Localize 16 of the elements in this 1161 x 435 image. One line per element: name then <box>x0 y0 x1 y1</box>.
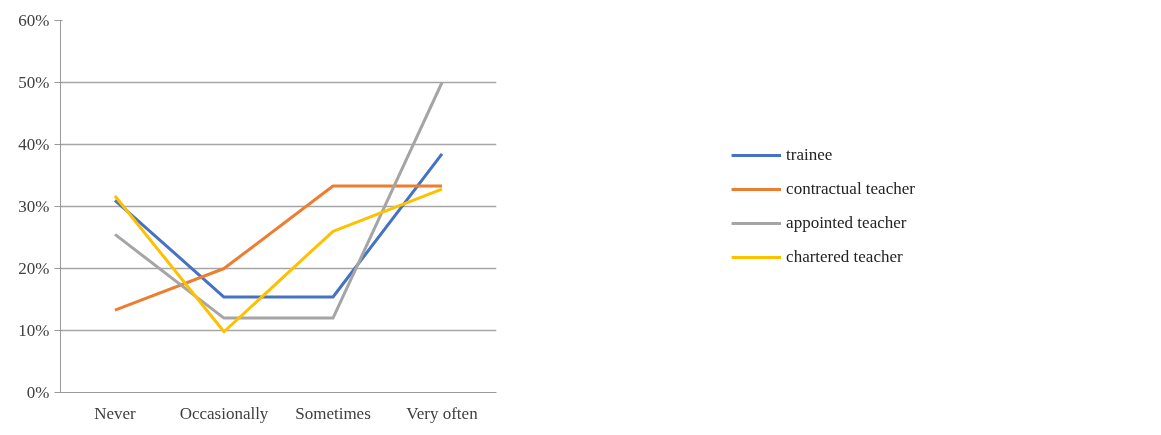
legend-label: chartered teacher <box>786 247 903 267</box>
y-tick-label: 20% <box>18 259 50 278</box>
line-series <box>113 187 444 334</box>
x-tick-label: Sometimes <box>295 403 371 423</box>
y-tick-label: 50% <box>18 73 50 92</box>
x-tick-label: Very often <box>406 403 479 423</box>
y-tick-label: 60% <box>18 11 50 30</box>
y-tick-label: 10% <box>18 321 50 340</box>
legend-label: trainee <box>786 145 833 165</box>
y-tick-label: 0% <box>26 383 50 402</box>
x-tick-label: Occasionally <box>179 403 269 423</box>
y-tick-label: 40% <box>18 135 50 154</box>
x-tick-label: Never <box>94 403 137 423</box>
legend-label: appointed teacher <box>786 213 907 233</box>
legend-label: contractual teacher <box>786 179 915 199</box>
y-tick-label: 30% <box>18 197 50 216</box>
